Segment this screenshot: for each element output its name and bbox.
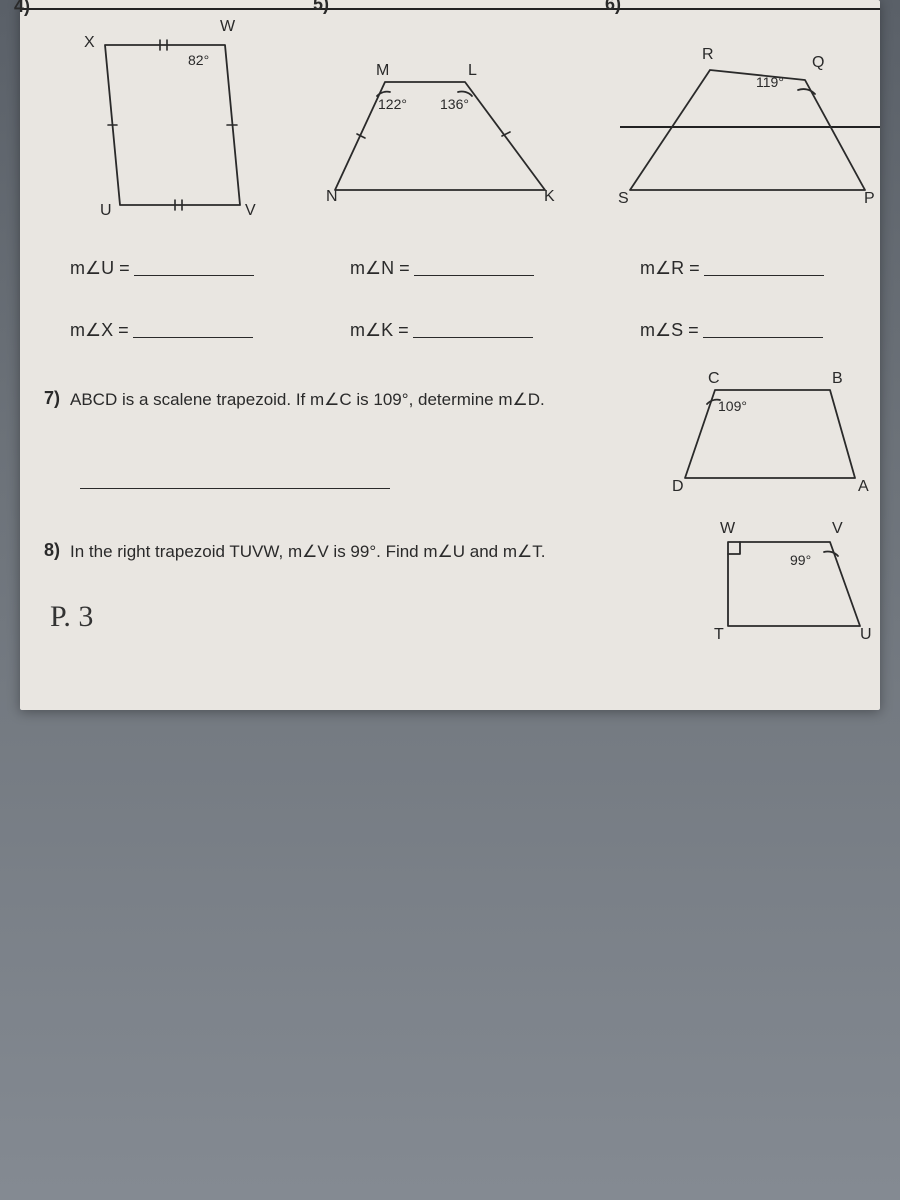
- p4-ans-X: m∠X =: [70, 320, 253, 341]
- p8-figure: [710, 530, 880, 645]
- p8-label-T: T: [714, 626, 724, 644]
- p4-number: 4): [14, 0, 30, 17]
- p4-ans-U: m∠U =: [70, 258, 254, 279]
- p6-ans-S-label: m∠S =: [640, 320, 699, 341]
- p6-figure: [620, 50, 880, 210]
- p8-number: 8): [44, 540, 60, 561]
- worksheet-sheet: 4) X W V U 82° 5) M L N K 122° 136° 6): [20, 0, 880, 710]
- p6-label-R: R: [702, 46, 714, 64]
- page-rule-top: [20, 8, 880, 10]
- p4-ans-U-label: m∠U =: [70, 258, 130, 279]
- p4-ans-X-label: m∠X =: [70, 320, 129, 341]
- p5-ans-N: m∠N =: [350, 258, 534, 279]
- p8-label-W: W: [720, 520, 735, 538]
- p6-label-S: S: [618, 190, 629, 208]
- p4-label-V: V: [245, 202, 256, 220]
- p4-figure: [75, 30, 255, 230]
- p5-label-M: M: [376, 62, 389, 80]
- p4-label-W: W: [220, 18, 235, 36]
- p8-angle-V: 99°: [790, 552, 811, 568]
- p5-number: 5): [313, 0, 329, 15]
- p5-label-K: K: [544, 188, 555, 206]
- p7-label-C: C: [708, 370, 720, 388]
- p5-label-L: L: [468, 62, 477, 80]
- p6-ans-R: m∠R =: [640, 258, 824, 279]
- handwritten-page-number: P. 3: [50, 600, 93, 634]
- p4-label-U: U: [100, 202, 112, 220]
- p7-figure: [680, 378, 880, 498]
- p5-ans-K: m∠K =: [350, 320, 533, 341]
- p4-angle-W: 82°: [188, 52, 209, 68]
- p7-label-A: A: [858, 478, 869, 496]
- p6-number: 6): [605, 0, 621, 15]
- p5-ans-K-label: m∠K =: [350, 320, 409, 341]
- p7-text: ABCD is a scalene trapezoid. If m∠C is 1…: [70, 390, 545, 410]
- p8-label-U: U: [860, 626, 872, 644]
- p5-label-N: N: [326, 188, 338, 206]
- p6-ans-R-label: m∠R =: [640, 258, 700, 279]
- p6-label-P: P: [864, 190, 875, 208]
- p8-label-V: V: [832, 520, 843, 538]
- p7-label-B: B: [832, 370, 843, 388]
- p7-angle-C: 109°: [718, 398, 747, 414]
- p7-label-D: D: [672, 478, 684, 496]
- p5-ans-N-label: m∠N =: [350, 258, 410, 279]
- p8-text: In the right trapezoid TUVW, m∠V is 99°.…: [70, 542, 545, 562]
- p5-angle-L: 136°: [440, 96, 469, 112]
- p5-angle-M: 122°: [378, 96, 407, 112]
- p6-angle-Q: 119°: [756, 74, 784, 90]
- p5-figure: [330, 70, 580, 210]
- p7-number: 7): [44, 388, 60, 409]
- p6-label-Q: Q: [812, 54, 824, 72]
- p4-label-X: X: [84, 34, 95, 52]
- p6-ans-S: m∠S =: [640, 320, 823, 341]
- p7-answer-blank: [80, 488, 390, 489]
